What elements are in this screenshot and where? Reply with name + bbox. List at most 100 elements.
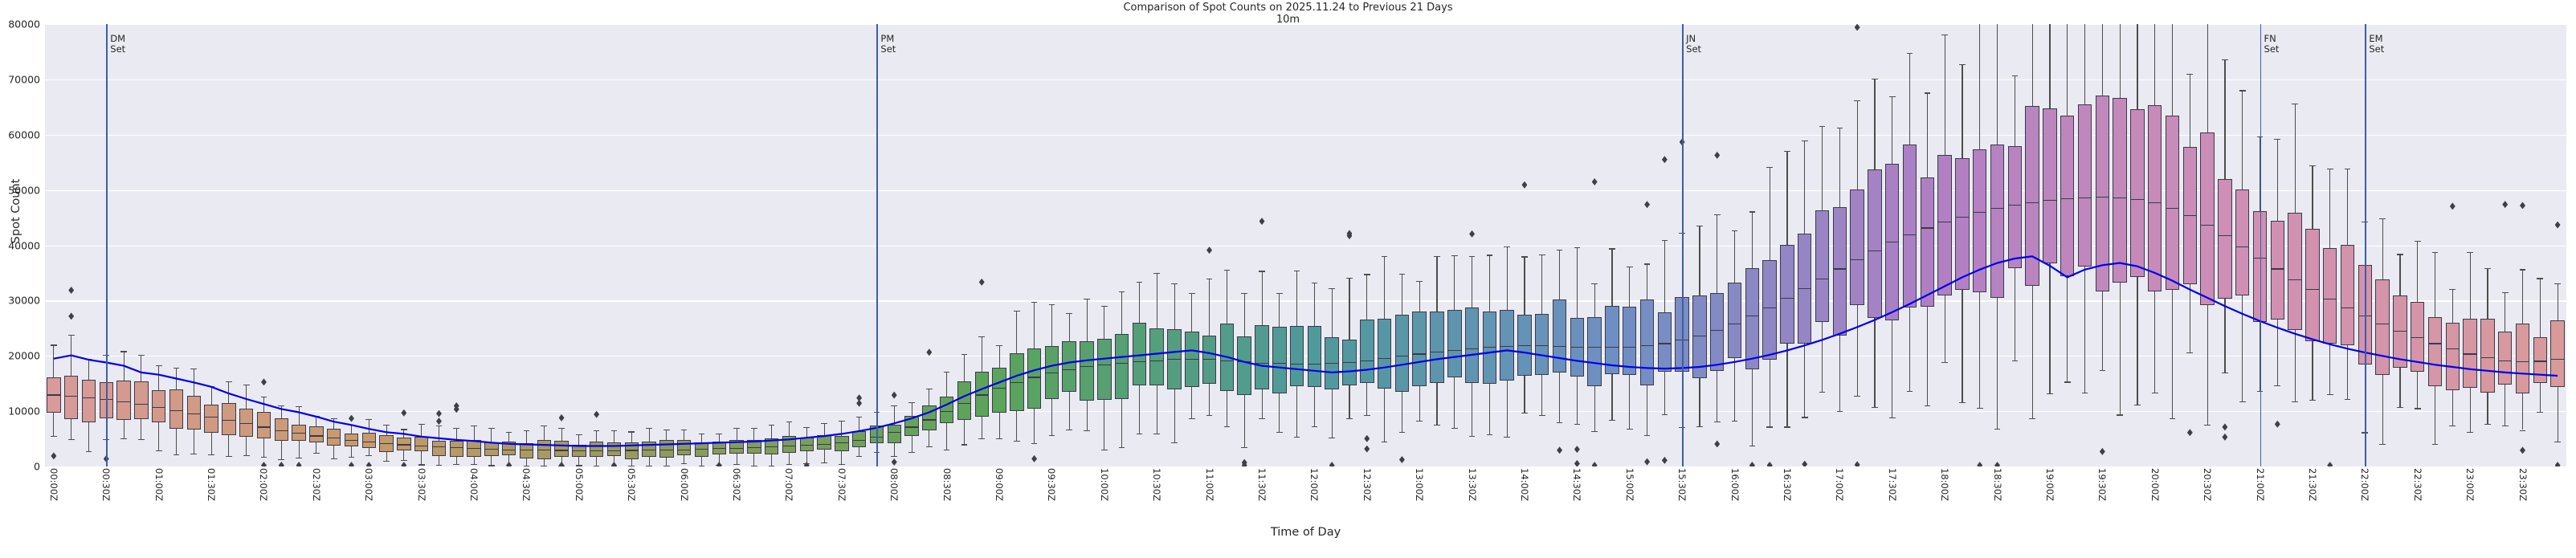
- box-whisker-cap: [1713, 214, 1721, 215]
- x-tick-label: 02:00Z: [258, 468, 270, 502]
- box-whisker-cap: [1959, 63, 1966, 65]
- box-median-line: [344, 439, 359, 442]
- box-whisker-cap: [471, 464, 477, 466]
- x-tick-label: 16:00Z: [1729, 468, 1741, 502]
- box-outlier-marker: [1994, 462, 2001, 466]
- box-outlier-marker: [1977, 462, 1983, 466]
- box-whisker-cap: [2186, 352, 2194, 354]
- y-gridline: [45, 411, 2566, 413]
- x-tick-label: 14:00Z: [1518, 468, 1530, 502]
- box-outlier-marker: [1591, 462, 1598, 466]
- box-median-line: [1955, 216, 1970, 218]
- box-outlier-marker: [1854, 461, 1860, 466]
- box-median-line: [1902, 234, 1917, 235]
- box-whisker-cap: [1888, 417, 1896, 419]
- box-median-line: [1798, 288, 1812, 290]
- box-whisker-cap: [1013, 441, 1020, 442]
- box-plot-box: [2148, 105, 2162, 291]
- box-whisker-cap: [1504, 437, 1511, 438]
- box-plot-box: [1780, 245, 1794, 344]
- box-plot-box: [1272, 326, 1287, 393]
- box-whisker-cap: [1924, 405, 1931, 406]
- y-tick-label: 60000: [8, 128, 40, 141]
- box-whisker-cap: [1609, 248, 1615, 250]
- box-whisker-cap: [1854, 395, 1860, 397]
- box-plot-box: [2515, 324, 2530, 394]
- y-tick-label: 20000: [8, 349, 40, 362]
- box-median-line: [239, 423, 254, 425]
- box-outlier-marker: [435, 417, 442, 426]
- box-whisker-cap: [383, 460, 390, 462]
- box-outlier-marker: [2554, 462, 2561, 466]
- box-outlier-marker: [1661, 456, 1668, 464]
- box-outlier-marker: [1469, 230, 1476, 238]
- box-median-line: [1149, 360, 1164, 361]
- box-whisker-cap: [1434, 425, 1440, 426]
- box-plot-box: [2007, 145, 2023, 269]
- box-median-line: [1570, 346, 1585, 348]
- box-median-line: [1342, 361, 1357, 363]
- box-plot-box: [1868, 169, 1882, 318]
- box-median-line: [2270, 268, 2285, 270]
- box-outlier-marker: [2554, 221, 2561, 229]
- box-median-line: [1202, 359, 1217, 360]
- box-whisker-cap: [1363, 274, 1370, 275]
- box-whisker-cap: [1031, 442, 1038, 444]
- box-whisker-cap: [2274, 385, 2281, 386]
- box-plot-box: [134, 381, 149, 419]
- box-median-line: [1010, 381, 1024, 383]
- box-plot-box: [1937, 154, 1952, 295]
- box-whisker-cap: [2379, 218, 2386, 220]
- box-plot-box: [2550, 320, 2565, 388]
- box-whisker-cap: [961, 444, 968, 446]
- box-whisker-cap: [1084, 430, 1090, 431]
- box-whisker-cap: [2467, 432, 2473, 434]
- box-whisker-cap: [51, 436, 57, 438]
- box-median-line: [589, 450, 604, 451]
- box-median-line: [1657, 343, 1672, 344]
- box-whisker-cap: [1661, 413, 1668, 415]
- x-tick-label: 18:00Z: [1939, 468, 1951, 502]
- annotation-label-em: EM Set: [2369, 33, 2385, 55]
- box-outlier-marker: [1644, 201, 1651, 209]
- box-plot-box: [2130, 108, 2145, 278]
- box-median-line: [974, 394, 989, 396]
- box-whisker-cap: [401, 459, 407, 461]
- box-whisker-cap: [2519, 269, 2526, 271]
- y-gridline: [45, 79, 2566, 81]
- box-whisker-cap: [1206, 415, 1213, 417]
- box-median-line: [397, 444, 411, 446]
- box-median-line: [134, 404, 149, 405]
- x-tick-label: 08:30Z: [941, 468, 953, 502]
- box-outlier-marker: [1329, 462, 1335, 466]
- box-median-line: [484, 448, 499, 450]
- x-tick-label: 21:00Z: [2254, 468, 2266, 502]
- box-whisker-cap: [1223, 269, 1231, 271]
- box-plot-box: [116, 381, 131, 420]
- box-plot-box: [519, 443, 534, 458]
- box-outlier-marker: [348, 462, 354, 466]
- box-outlier-marker: [2099, 447, 2105, 455]
- box-plot-box: [922, 405, 937, 430]
- box-whisker-cap: [610, 430, 618, 432]
- box-outlier-marker: [260, 378, 267, 386]
- box-whisker-cap: [348, 456, 355, 458]
- box-whisker-cap: [2239, 90, 2246, 92]
- box-whisker-cap: [1241, 293, 1248, 295]
- box-whisker-cap: [383, 424, 390, 426]
- box-outlier-marker: [610, 462, 617, 466]
- box-whisker-cap: [453, 427, 460, 429]
- box-whisker-cap: [226, 381, 232, 383]
- x-tick-label: 05:00Z: [573, 468, 585, 502]
- box-whisker-cap: [908, 402, 915, 404]
- box-whisker-cap: [1329, 288, 1336, 290]
- box-median-line: [1167, 359, 1182, 360]
- box-whisker-cap: [1924, 92, 1931, 94]
- box-outlier-marker: [1206, 246, 1213, 255]
- box-plot-box: [2305, 228, 2320, 342]
- box-outlier-marker: [278, 462, 284, 466]
- box-whisker-cap: [2326, 394, 2333, 396]
- box-outlier-marker: [1241, 462, 1247, 466]
- box-plot-box: [1394, 315, 1410, 393]
- box-plot-box: [1902, 144, 1917, 308]
